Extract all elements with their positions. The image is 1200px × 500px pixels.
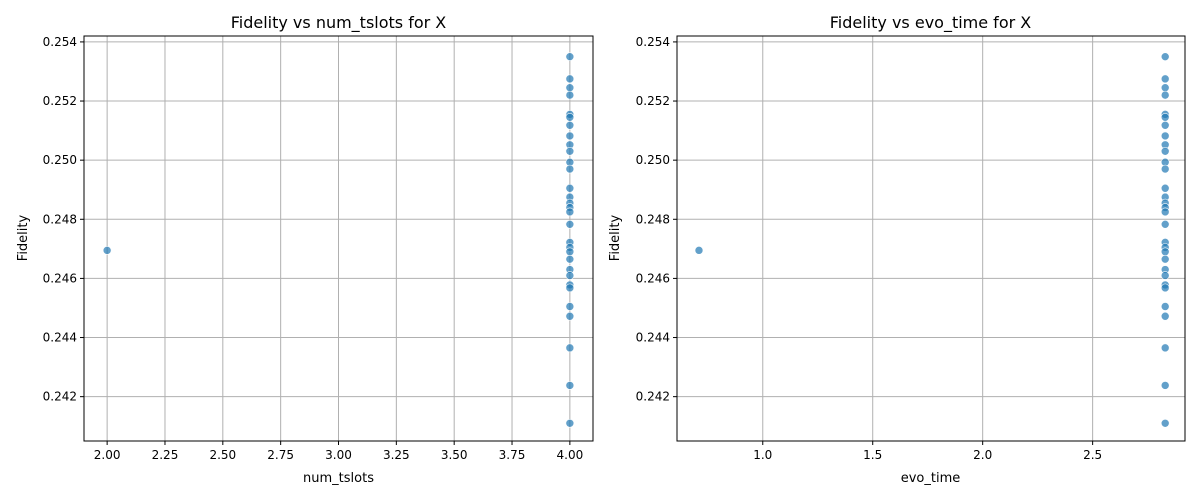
data-point [1160, 112, 1170, 122]
data-point [565, 146, 575, 156]
x-tick-label: 1.5 [863, 448, 882, 462]
data-point [1160, 120, 1170, 130]
data-point [1160, 83, 1170, 93]
data-points [102, 52, 575, 428]
grid [677, 36, 1185, 441]
data-point [1160, 254, 1170, 264]
data-points [694, 52, 1170, 428]
x-axis-label: num_tslots [303, 471, 374, 486]
data-point [1160, 52, 1170, 61]
data-point [102, 246, 112, 255]
data-point [565, 52, 575, 61]
data-point [565, 164, 575, 174]
scatter-plot-evo-time: Fidelity vs evo_time for X evo_time Fide… [608, 13, 1186, 486]
data-point [565, 254, 575, 264]
data-point [565, 283, 575, 293]
x-tick-label: 2.0 [973, 448, 992, 462]
x-tick-label: 2.5 [1083, 448, 1102, 462]
data-point [565, 183, 575, 193]
data-point [1160, 207, 1170, 217]
scatter-plot-num-tslots: Fidelity vs num_tslots for X num_tslots … [16, 13, 594, 486]
data-point [1160, 164, 1170, 174]
y-tick-label: 0.248 [43, 212, 77, 226]
data-point [565, 74, 575, 84]
y-tick-label: 0.242 [636, 390, 670, 404]
data-point [565, 131, 575, 141]
data-point [1160, 220, 1170, 229]
x-tick-label: 3.50 [441, 448, 468, 462]
data-point [1160, 302, 1170, 311]
y-tick-label: 0.252 [636, 94, 670, 108]
y-axis-label: Fidelity [16, 214, 31, 261]
grid [84, 36, 593, 441]
plot-frame [676, 35, 1186, 442]
y-tick-label: 0.242 [43, 390, 77, 404]
x-tick-label: 2.75 [267, 448, 294, 462]
y-tick-label: 0.246 [43, 271, 77, 285]
data-point [1160, 247, 1170, 257]
x-tick-label: 2.25 [152, 448, 179, 462]
chart-title: Fidelity vs num_tslots for X [231, 13, 447, 33]
data-point [565, 311, 575, 321]
data-point [1160, 146, 1170, 156]
data-point [565, 247, 575, 257]
x-axis-label: evo_time [901, 471, 961, 486]
x-tick-label: 2.50 [209, 448, 236, 462]
data-point [565, 271, 575, 280]
data-point [565, 220, 575, 229]
y-tick-label: 0.244 [43, 331, 77, 345]
data-point [565, 207, 575, 217]
chart-title: Fidelity vs evo_time for X [830, 13, 1032, 33]
x-tick-label: 3.75 [499, 448, 526, 462]
y-axis-label: Fidelity [608, 214, 623, 261]
data-point [565, 90, 575, 100]
data-point [565, 302, 575, 311]
x-tick-label: 4.00 [557, 448, 584, 462]
y-tick-label: 0.244 [636, 331, 670, 345]
data-point [1160, 74, 1170, 84]
data-point [565, 418, 575, 428]
data-point [565, 120, 575, 130]
y-tick-label: 0.250 [636, 153, 670, 167]
y-tick-label: 0.254 [43, 35, 77, 49]
y-tick-label: 0.252 [43, 94, 77, 108]
y-tick-label: 0.248 [636, 212, 670, 226]
data-point [694, 246, 704, 255]
data-point [1160, 343, 1170, 353]
data-point [1160, 283, 1170, 293]
x-tick-label: 1.0 [753, 448, 772, 462]
data-point [1160, 418, 1170, 428]
data-point [565, 112, 575, 122]
x-tick-label: 2.00 [94, 448, 121, 462]
data-point [1160, 131, 1170, 141]
data-point [565, 83, 575, 93]
data-point [1160, 271, 1170, 280]
data-point [1160, 90, 1170, 100]
data-point [1160, 311, 1170, 321]
data-point [1160, 381, 1170, 390]
y-tick-label: 0.246 [636, 271, 670, 285]
y-tick-label: 0.254 [636, 35, 670, 49]
data-point [565, 381, 575, 390]
x-tick-label: 3.00 [325, 448, 352, 462]
y-tick-label: 0.250 [43, 153, 77, 167]
data-point [565, 343, 575, 353]
data-point [1160, 183, 1170, 193]
x-tick-label: 3.25 [383, 448, 410, 462]
